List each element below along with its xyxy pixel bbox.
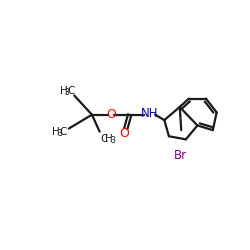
- Text: C: C: [60, 127, 67, 137]
- Text: 3: 3: [65, 88, 70, 97]
- Text: C: C: [68, 86, 75, 96]
- Text: Br: Br: [174, 149, 187, 162]
- Text: H: H: [60, 86, 67, 96]
- Text: O: O: [119, 128, 129, 140]
- Text: NH: NH: [141, 108, 158, 120]
- Text: 3: 3: [110, 136, 115, 145]
- Text: H: H: [105, 134, 113, 144]
- Text: H: H: [52, 127, 60, 137]
- Text: O: O: [106, 108, 116, 121]
- Text: 3: 3: [57, 129, 62, 138]
- Text: C: C: [100, 134, 108, 144]
